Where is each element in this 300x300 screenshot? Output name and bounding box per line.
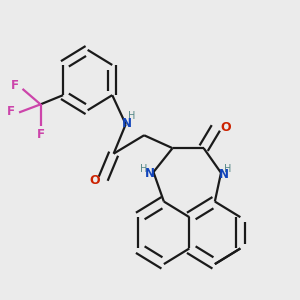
Text: F: F (11, 80, 19, 92)
Text: H: H (128, 111, 136, 121)
Text: N: N (145, 167, 155, 180)
Text: H: H (224, 164, 232, 174)
Text: N: N (219, 168, 229, 181)
Text: N: N (122, 117, 131, 130)
Text: F: F (37, 128, 45, 141)
Text: O: O (89, 174, 100, 187)
Text: O: O (220, 122, 231, 134)
Text: F: F (6, 105, 14, 118)
Text: H: H (140, 164, 148, 174)
